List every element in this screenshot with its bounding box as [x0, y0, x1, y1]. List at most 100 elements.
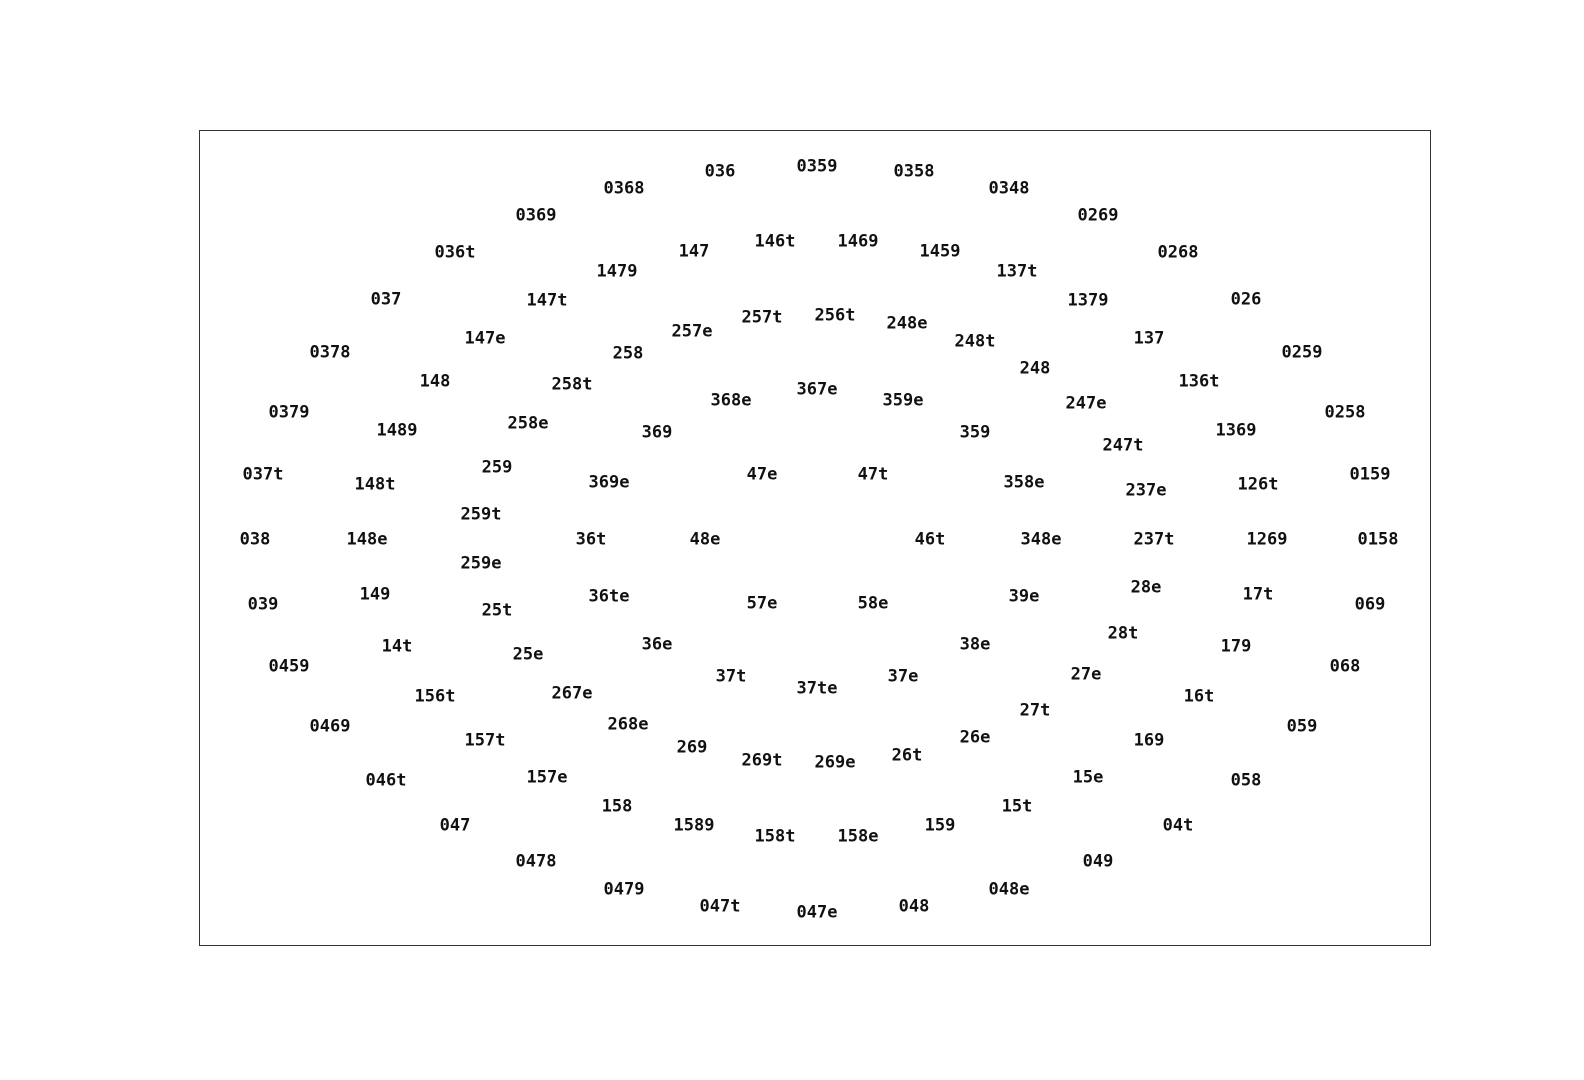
- diagram-label: 058: [1230, 770, 1262, 791]
- diagram-label: 1269: [1246, 529, 1288, 550]
- diagram-label: 037: [370, 289, 402, 310]
- diagram-label: 57e: [746, 593, 778, 614]
- diagram-label: 036: [704, 161, 736, 182]
- diagram-label: 39e: [1008, 586, 1040, 607]
- diagram-label: 0459: [268, 656, 310, 677]
- diagram-label: 0469: [309, 716, 351, 737]
- diagram-label: 258e: [507, 413, 549, 434]
- diagram-label: 46t: [914, 529, 946, 550]
- diagram-label: 269: [676, 737, 708, 758]
- diagram-label: 039: [247, 594, 279, 615]
- diagram-label: 256t: [814, 305, 856, 326]
- diagram-label: 257e: [671, 321, 713, 342]
- diagram-label: 148t: [354, 474, 396, 495]
- diagram-label: 038: [239, 529, 271, 550]
- diagram-label: 359: [959, 422, 991, 443]
- diagram-label: 137t: [996, 261, 1038, 282]
- diagram-label: 1459: [919, 241, 961, 262]
- diagram-label: 1479: [596, 261, 638, 282]
- diagram-label: 059: [1286, 716, 1318, 737]
- diagram-label: 156t: [414, 686, 456, 707]
- diagram-label: 0268: [1157, 242, 1199, 263]
- diagram-label: 0379: [268, 402, 310, 423]
- diagram-label: 47e: [746, 464, 778, 485]
- diagram-label: 247e: [1065, 393, 1107, 414]
- diagram-label: 16t: [1183, 686, 1215, 707]
- diagram-label: 0478: [515, 851, 557, 872]
- diagram-label: 049: [1082, 851, 1114, 872]
- diagram-label: 147: [678, 241, 710, 262]
- diagram-label: 28e: [1130, 577, 1162, 598]
- diagram-label: 268e: [607, 714, 649, 735]
- diagram-frame: [199, 130, 1431, 946]
- diagram-label: 0368: [603, 178, 645, 199]
- diagram-label: 0158: [1357, 529, 1399, 550]
- diagram-label: 27t: [1019, 700, 1051, 721]
- diagram-label: 179: [1220, 636, 1252, 657]
- diagram-label: 369e: [588, 472, 630, 493]
- diagram-label: 248t: [954, 331, 996, 352]
- diagram-label: 37te: [796, 678, 838, 699]
- diagram-label: 157e: [526, 767, 568, 788]
- diagram-label: 158t: [754, 826, 796, 847]
- diagram-label: 068: [1329, 656, 1361, 677]
- diagram-label: 047e: [796, 902, 838, 923]
- diagram-label: 0258: [1324, 402, 1366, 423]
- diagram-label: 0479: [603, 879, 645, 900]
- diagram-label: 1589: [673, 815, 715, 836]
- diagram-label: 367e: [796, 379, 838, 400]
- diagram-label: 147e: [464, 328, 506, 349]
- diagram-label: 046t: [365, 770, 407, 791]
- diagram-label: 0269: [1077, 205, 1119, 226]
- diagram-label: 0378: [309, 342, 351, 363]
- diagram-label: 38e: [959, 634, 991, 655]
- diagram-label: 149: [359, 584, 391, 605]
- diagram-label: 267e: [551, 683, 593, 704]
- diagram-label: 14t: [381, 636, 413, 657]
- diagram-label: 25e: [512, 644, 544, 665]
- diagram-label: 36e: [641, 634, 673, 655]
- diagram-label: 1369: [1215, 420, 1257, 441]
- diagram-label: 26e: [959, 727, 991, 748]
- diagram-label: 0348: [988, 178, 1030, 199]
- diagram-label: 259e: [460, 553, 502, 574]
- diagram-label: 0159: [1349, 464, 1391, 485]
- diagram-label: 0369: [515, 205, 557, 226]
- diagram-label: 369: [641, 422, 673, 443]
- diagram-label: 157t: [464, 730, 506, 751]
- diagram-label: 248e: [886, 313, 928, 334]
- diagram-label: 47t: [857, 464, 889, 485]
- diagram-label: 04t: [1162, 815, 1194, 836]
- diagram-label: 148e: [346, 529, 388, 550]
- diagram-label: 26t: [891, 745, 923, 766]
- diagram-label: 257t: [741, 307, 783, 328]
- diagram-label: 0259: [1281, 342, 1323, 363]
- diagram-label: 148: [419, 371, 451, 392]
- diagram-label: 359e: [882, 390, 924, 411]
- diagram-label: 258: [612, 343, 644, 364]
- diagram-label: 36t: [575, 529, 607, 550]
- diagram-label: 17t: [1242, 584, 1274, 605]
- diagram-label: 368e: [710, 390, 752, 411]
- diagram-label: 36te: [588, 586, 630, 607]
- diagram-label: 047: [439, 815, 471, 836]
- diagram-label: 358e: [1003, 472, 1045, 493]
- diagram-label: 259t: [460, 504, 502, 525]
- diagram-label: 58e: [857, 593, 889, 614]
- diagram-label: 048e: [988, 879, 1030, 900]
- diagram-label: 0358: [893, 161, 935, 182]
- diagram-label: 37t: [715, 666, 747, 687]
- diagram-label: 158: [601, 796, 633, 817]
- diagram-label: 146t: [754, 231, 796, 252]
- diagram-label: 1469: [837, 231, 879, 252]
- diagram-label: 15t: [1001, 796, 1033, 817]
- diagram-label: 158e: [837, 826, 879, 847]
- diagram-label: 026: [1230, 289, 1262, 310]
- diagram-label: 27e: [1070, 664, 1102, 685]
- diagram-label: 036t: [434, 242, 476, 263]
- diagram-label: 136t: [1178, 371, 1220, 392]
- diagram-label: 126t: [1237, 474, 1279, 495]
- diagram-label: 169: [1133, 730, 1165, 751]
- diagram-label: 348e: [1020, 529, 1062, 550]
- diagram-label: 237e: [1125, 480, 1167, 501]
